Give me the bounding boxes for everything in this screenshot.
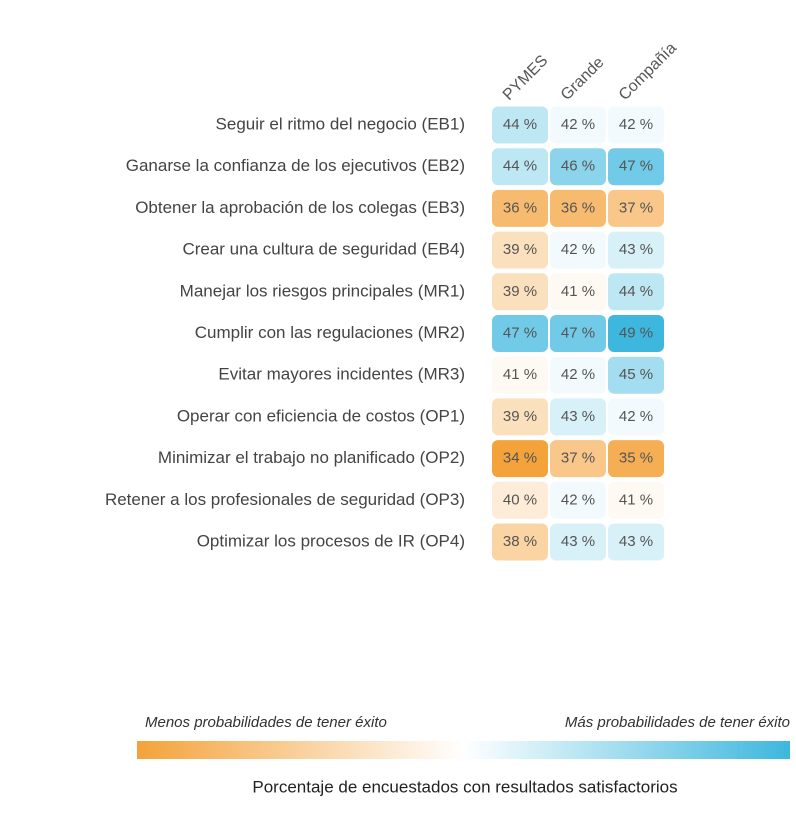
heat-cell (492, 523, 548, 561)
cell-label: 44 % (503, 158, 537, 175)
cell-label: 42 % (561, 241, 595, 258)
cell-label: 42 % (561, 366, 595, 383)
colorbar (137, 741, 790, 759)
cell-label: 42 % (561, 116, 595, 133)
cell-label: 42 % (561, 491, 595, 508)
row-label: Cumplir con las regulaciones (MR2) (195, 323, 465, 342)
cell-label: 42 % (619, 408, 653, 425)
cell-label: 36 % (503, 199, 537, 216)
heat-cell (492, 356, 548, 394)
heat-cell (492, 481, 548, 519)
cell-label: 49 % (619, 324, 653, 341)
column-label: Grande (558, 54, 608, 104)
legend-high: Más probabilidades de tener éxito (565, 714, 790, 731)
row-label: Manejar los riesgos principales (MR1) (180, 281, 465, 300)
legend-low: Menos probabilidades de tener éxito (145, 714, 387, 731)
cell-label: 40 % (503, 491, 537, 508)
row-label: Minimizar el trabajo no planificado (OP2… (158, 448, 465, 467)
cell-label: 47 % (619, 158, 653, 175)
heat-cell (550, 356, 606, 394)
cell-label: 43 % (561, 533, 595, 550)
column-label: Compañía (616, 40, 680, 104)
heat-cell (608, 481, 664, 519)
heat-cell (608, 148, 664, 186)
heat-cell (550, 481, 606, 519)
cell-label: 41 % (561, 283, 595, 300)
heat-cell (608, 398, 664, 436)
cell-label: 41 % (619, 491, 653, 508)
cell-label: 44 % (503, 116, 537, 133)
heat-cell (550, 231, 606, 269)
heat-cell (608, 106, 664, 144)
heat-cell (492, 315, 548, 352)
row-label: Ganarse la confianza de los ejecutivos (… (126, 156, 465, 175)
heat-cell (550, 523, 606, 561)
cell-label: 34 % (503, 450, 537, 467)
heat-cell (492, 440, 548, 478)
cell-label: 38 % (503, 533, 537, 550)
column-label: PYMES (500, 52, 552, 104)
heat-cell (492, 189, 548, 227)
cell-label: 43 % (619, 533, 653, 550)
cell-label: 44 % (619, 283, 653, 300)
heat-cell (492, 148, 548, 186)
heat-cell (608, 273, 664, 311)
heat-cell (492, 273, 548, 311)
cell-label: 37 % (561, 450, 595, 467)
heat-cell (608, 315, 664, 352)
heat-cell (492, 106, 548, 144)
heat-cell (550, 398, 606, 436)
row-label: Seguir el ritmo del negocio (EB1) (216, 114, 465, 133)
cell-label: 47 % (503, 324, 537, 341)
heat-cell (608, 523, 664, 561)
heat-cell (550, 315, 606, 352)
x-axis-label: Porcentaje de encuestados con resultados… (252, 777, 677, 796)
row-label: Retener a los profesionales de seguridad… (105, 490, 465, 509)
row-label: Crear una cultura de seguridad (EB4) (182, 240, 465, 259)
cell-label: 47 % (561, 324, 595, 341)
cell-label: 35 % (619, 450, 653, 467)
cell-label: 36 % (561, 199, 595, 216)
cell-label: 43 % (619, 241, 653, 258)
row-label: Obtener la aprobación de los colegas (EB… (135, 198, 465, 217)
heat-cell (608, 231, 664, 269)
cell-label: 43 % (561, 408, 595, 425)
row-label: Optimizar los procesos de IR (OP4) (197, 531, 465, 550)
row-label: Operar con eficiencia de costos (OP1) (177, 406, 465, 425)
cell-label: 39 % (503, 283, 537, 300)
heat-cell (550, 440, 606, 478)
heat-cell (608, 189, 664, 227)
cell-label: 42 % (619, 116, 653, 133)
heat-cell (550, 273, 606, 311)
row-label: Evitar mayores incidentes (MR3) (218, 365, 465, 384)
heat-cell (608, 356, 664, 394)
heat-cell (550, 148, 606, 186)
cell-label: 46 % (561, 158, 595, 175)
heat-cell (492, 231, 548, 269)
heat-cell (550, 189, 606, 227)
cell-label: 37 % (619, 199, 653, 216)
heat-cell (608, 440, 664, 478)
heat-cell (492, 398, 548, 436)
cell-label: 39 % (503, 408, 537, 425)
cell-label: 45 % (619, 366, 653, 383)
cell-label: 39 % (503, 241, 537, 258)
cell-label: 41 % (503, 366, 537, 383)
heat-cell (550, 106, 606, 144)
